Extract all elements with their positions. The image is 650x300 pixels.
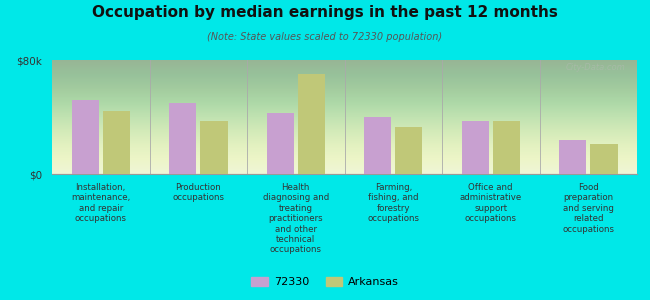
Bar (200, 121, 227, 174)
Bar (493, 121, 520, 174)
Bar (364, 117, 391, 174)
Text: Farming,
fishing, and
forestry
occupations: Farming, fishing, and forestry occupatio… (367, 183, 419, 223)
Bar (559, 140, 586, 174)
Bar (298, 74, 325, 174)
Bar (72, 100, 99, 174)
Bar (103, 111, 130, 174)
Text: Food
preparation
and serving
related
occupations: Food preparation and serving related occ… (562, 183, 614, 234)
Bar (462, 121, 489, 174)
Text: (Note: State values scaled to 72330 population): (Note: State values scaled to 72330 popu… (207, 32, 443, 41)
Text: Occupation by median earnings in the past 12 months: Occupation by median earnings in the pas… (92, 4, 558, 20)
Text: Health
diagnosing and
treating
practitioners
and other
technical
occupations: Health diagnosing and treating practitio… (263, 183, 329, 254)
Bar (395, 127, 422, 174)
Bar (590, 144, 618, 174)
Text: Installation,
maintenance,
and repair
occupations: Installation, maintenance, and repair oc… (71, 183, 131, 223)
Bar (169, 103, 196, 174)
Text: Production
occupations: Production occupations (172, 183, 224, 203)
Text: Office and
administrative
support
occupations: Office and administrative support occupa… (460, 183, 522, 223)
Bar (266, 113, 294, 174)
Legend: 72330, Arkansas: 72330, Arkansas (247, 272, 403, 291)
Text: City-Data.com: City-Data.com (566, 63, 625, 72)
